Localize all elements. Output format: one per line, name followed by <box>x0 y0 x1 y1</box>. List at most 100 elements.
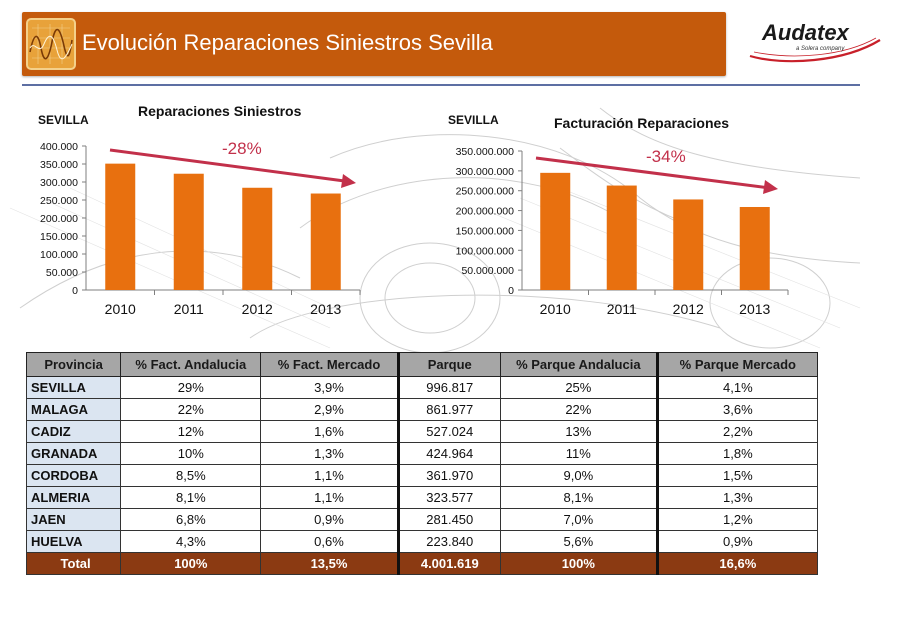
value-cell: 13% <box>499 420 658 443</box>
value-cell: 25% <box>499 376 658 399</box>
province-cell: Total <box>25 552 122 575</box>
value-cell: 1,5% <box>655 464 819 487</box>
table-row: ALMERIA 8,1% 1,1% 323.577 8,1% 1,3% <box>25 486 819 509</box>
value-cell: 13,5% <box>260 552 399 575</box>
value-cell: 1,8% <box>655 442 819 465</box>
logo-swoosh-icon <box>749 37 881 63</box>
value-cell: 1,2% <box>655 508 819 531</box>
chart1-y-tick-label: 350.000 <box>40 159 78 171</box>
value-cell: 0,6% <box>260 530 399 553</box>
value-cell: 9,0% <box>499 464 658 487</box>
chart2-y-tick-label: 0 <box>508 285 514 297</box>
value-cell: 100% <box>120 552 262 575</box>
logo-tagline: a Solera company <box>796 46 845 52</box>
table-header-row: Provincia % Fact. Andalucia % Fact. Merc… <box>25 352 819 377</box>
value-cell: 281.450 <box>396 508 501 531</box>
value-cell: 1,1% <box>260 486 399 509</box>
table-row: SEVILLA 29% 3,9% 996.817 25% 4,1% <box>25 376 819 399</box>
value-cell: 7,0% <box>499 508 658 531</box>
chart2-y-tick-label: 50.000.000 <box>461 265 514 277</box>
chart2-region-label: SEVILLA <box>448 113 499 127</box>
chart2-category-label: 2010 <box>540 301 571 317</box>
value-cell: 29% <box>120 376 262 399</box>
chart-reparaciones-siniestros: SEVILLA Reparaciones Siniestros 0 50.000 1… <box>38 103 361 317</box>
chart1-y-tick-label: 150.000 <box>40 231 78 243</box>
value-cell: 4,1% <box>655 376 819 399</box>
chart1-category-label: 2013 <box>310 301 341 317</box>
chart1-category-label: 2012 <box>242 301 273 317</box>
chart1-y-tick-label: 200.000 <box>40 213 78 225</box>
value-cell: 223.840 <box>396 530 501 553</box>
value-cell: 4.001.619 <box>396 552 501 575</box>
table-row: CADIZ 12% 1,6% 527.024 13% 2,2% <box>25 420 819 443</box>
chart2-y-tick-label: 300.000.000 <box>456 166 515 178</box>
chart2-arrowhead <box>763 180 778 194</box>
chart2-y-tick-label: 150.000.000 <box>456 225 515 237</box>
chart1-bar-2013 <box>310 193 341 290</box>
header-fact-mercado: % Fact. Mercado <box>260 352 399 377</box>
header-banner: Evolución Reparaciones Siniestros Sevill… <box>22 12 726 76</box>
value-cell: 22% <box>499 398 658 421</box>
value-cell: 1,3% <box>655 486 819 509</box>
province-cell: SEVILLA <box>25 376 122 399</box>
value-cell: 361.970 <box>396 464 501 487</box>
chart2-bar-2010 <box>540 172 571 290</box>
province-data-table: Provincia % Fact. Andalucia % Fact. Merc… <box>25 352 819 575</box>
value-cell: 100% <box>499 552 658 575</box>
chart1-y-tick-label: 400.000 <box>40 141 78 153</box>
chart2-change-annotation: -34% <box>646 147 686 166</box>
value-cell: 996.817 <box>396 376 501 399</box>
chart1-y-tick-label: 250.000 <box>40 195 78 207</box>
chart1-y-tick-label: 0 <box>72 285 78 297</box>
value-cell: 3,9% <box>260 376 399 399</box>
chart1-category-label: 2010 <box>105 301 136 317</box>
chart2-category-label: 2012 <box>673 301 704 317</box>
chart2-category-label: 2011 <box>607 301 637 317</box>
province-cell: GRANADA <box>25 442 122 465</box>
logo-name: Audatex <box>762 20 849 45</box>
value-cell: 1,3% <box>260 442 399 465</box>
chart-facturacion-reparaciones: SEVILLA Facturación Reparaciones 0 50.000… <box>448 113 789 317</box>
chart1-bar-2010 <box>105 163 136 290</box>
page-title: Evolución Reparaciones Siniestros Sevill… <box>82 30 493 55</box>
value-cell: 8,1% <box>499 486 658 509</box>
value-cell: 6,8% <box>120 508 262 531</box>
chart2-y-tick-label: 100.000.000 <box>456 245 515 257</box>
value-cell: 16,6% <box>655 552 819 575</box>
value-cell: 861.977 <box>396 398 501 421</box>
value-cell: 2,2% <box>655 420 819 443</box>
chart1-bar-2012 <box>242 187 273 290</box>
table-row: MALAGA 22% 2,9% 861.977 22% 3,6% <box>25 398 819 421</box>
chart2-bar-2012 <box>673 199 704 290</box>
chart1-title: Reparaciones Siniestros <box>138 103 302 119</box>
value-cell: 1,6% <box>260 420 399 443</box>
value-cell: 1,1% <box>260 464 399 487</box>
value-cell: 0,9% <box>655 530 819 553</box>
province-cell: CORDOBA <box>25 464 122 487</box>
value-cell: 2,9% <box>260 398 399 421</box>
table-row: GRANADA 10% 1,3% 424.964 11% 1,8% <box>25 442 819 465</box>
header-parque-mercado: % Parque Mercado <box>655 352 819 377</box>
province-cell: HUELVA <box>25 530 122 553</box>
header-parque: Parque <box>396 352 501 377</box>
table-row: JAEN 6,8% 0,9% 281.450 7,0% 1,2% <box>25 508 819 531</box>
table-row: CORDOBA 8,5% 1,1% 361.970 9,0% 1,5% <box>25 464 819 487</box>
chart2-y-tick-label: 200.000.000 <box>456 206 515 218</box>
value-cell: 4,3% <box>120 530 262 553</box>
province-cell: JAEN <box>25 508 122 531</box>
chart1-region-label: SEVILLA <box>38 113 89 127</box>
chart1-arrowhead <box>341 174 356 188</box>
province-cell: CADIZ <box>25 420 122 443</box>
chart1-y-tick-label: 50.000 <box>46 267 78 279</box>
value-cell: 527.024 <box>396 420 501 443</box>
table-row: HUELVA 4,3% 0,6% 223.840 5,6% 0,9% <box>25 530 819 553</box>
value-cell: 22% <box>120 398 262 421</box>
chart2-bar-2013 <box>739 206 770 290</box>
header-divider <box>22 84 860 86</box>
province-cell: MALAGA <box>25 398 122 421</box>
value-cell: 424.964 <box>396 442 501 465</box>
value-cell: 11% <box>499 442 658 465</box>
chart2-title: Facturación Reparaciones <box>554 115 729 131</box>
province-cell: ALMERIA <box>25 486 122 509</box>
chart-wave-icon <box>26 18 76 70</box>
